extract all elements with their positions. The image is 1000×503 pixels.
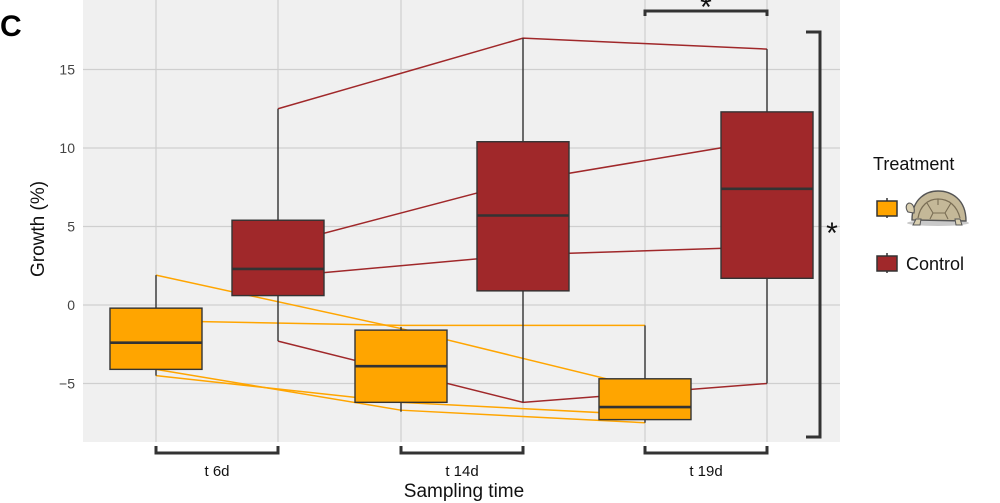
y-tick-label: 10 bbox=[59, 140, 75, 156]
top-significance-star: * bbox=[700, 0, 712, 24]
y-tick-label: 0 bbox=[67, 297, 75, 313]
category-label: t 6d bbox=[204, 463, 229, 480]
legend-key-control bbox=[876, 253, 898, 273]
category-label: t 14d bbox=[445, 463, 478, 480]
y-tick-label: −5 bbox=[59, 376, 75, 392]
box-body bbox=[598, 378, 692, 421]
control-box-2 bbox=[476, 38, 570, 403]
legend-key-treatment bbox=[876, 198, 898, 218]
category-labels: t 6d t 14d t 19d bbox=[204, 463, 722, 480]
y-tick-label: 15 bbox=[59, 62, 75, 78]
boxplots bbox=[109, 38, 814, 423]
plot-background bbox=[83, 0, 840, 442]
treatment-box-2 bbox=[354, 326, 448, 412]
y-tick-labels: −5 0 5 10 15 bbox=[59, 62, 75, 392]
treatment-box-1 bbox=[109, 275, 203, 376]
box-body bbox=[109, 307, 203, 371]
top-significance-bracket bbox=[643, 9, 769, 16]
right-significance-star: * bbox=[826, 217, 838, 250]
treatment-individual-line bbox=[155, 319, 645, 327]
legend-title: Treatment bbox=[873, 154, 954, 174]
y-tick-label: 5 bbox=[67, 219, 75, 235]
category-label: t 19d bbox=[689, 463, 722, 480]
control-box-1 bbox=[231, 108, 325, 342]
box-body bbox=[720, 111, 814, 280]
legend-label-control: Control bbox=[906, 254, 964, 274]
x-axis-title: Sampling time bbox=[404, 481, 524, 502]
tortoise-icon bbox=[905, 190, 969, 226]
right-significance-bracket bbox=[806, 30, 822, 439]
category-bracket bbox=[399, 446, 525, 455]
category-brackets bbox=[154, 446, 769, 455]
category-bracket bbox=[154, 446, 280, 455]
box-body bbox=[231, 219, 325, 297]
category-bracket bbox=[643, 446, 769, 455]
y-axis-title: Growth (%) bbox=[28, 181, 49, 277]
treatment-box-3 bbox=[598, 325, 692, 423]
control-box-3 bbox=[720, 49, 814, 384]
legend: Treatment Control bbox=[873, 154, 969, 274]
panel-label: C bbox=[0, 10, 22, 43]
